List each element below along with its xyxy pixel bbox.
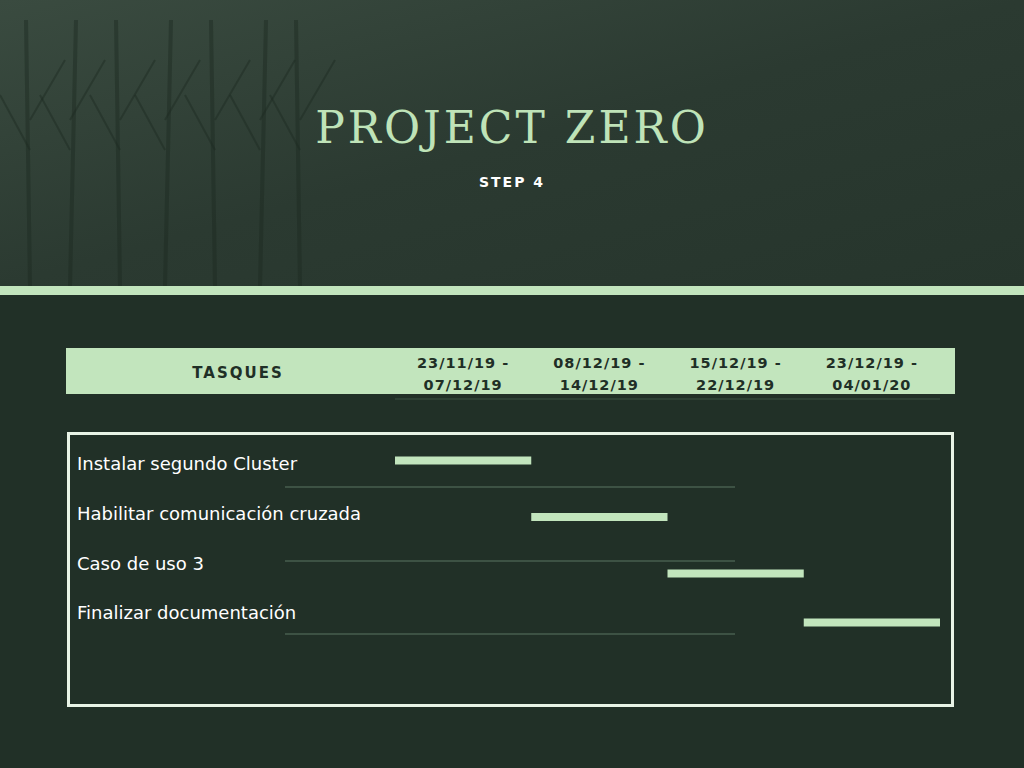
header-band bbox=[0, 0, 1024, 286]
task-bar bbox=[531, 513, 667, 521]
task-box bbox=[69, 434, 953, 706]
row-divider bbox=[285, 486, 735, 488]
task-label: Instalar segundo Cluster bbox=[77, 453, 297, 474]
x-axis-line bbox=[395, 399, 940, 400]
divider-stripe bbox=[0, 286, 1024, 295]
x-tick-label: 15/12/19 - 22/12/19 bbox=[677, 352, 795, 396]
stage: Instalar segundo Cluster Habilitar comuni… bbox=[0, 0, 1024, 768]
x-tick-label: 23/11/19 - 07/12/19 bbox=[404, 352, 522, 396]
bars bbox=[395, 457, 940, 627]
task-bar bbox=[395, 457, 531, 465]
x-tick-label: 23/12/19 - 04/01/20 bbox=[813, 352, 931, 396]
task-bar bbox=[804, 619, 940, 627]
row-divider bbox=[285, 633, 735, 635]
task-bar bbox=[668, 570, 804, 578]
task-label: Habilitar comunicación cruzada bbox=[77, 503, 361, 524]
row-divider bbox=[285, 560, 735, 562]
tree-decor bbox=[0, 20, 335, 286]
table-header bbox=[66, 348, 955, 394]
task-label: Caso de uso 3 bbox=[77, 553, 204, 574]
subtitle: STEP 4 bbox=[0, 174, 1024, 190]
title: PROJECT ZERO bbox=[0, 102, 1024, 153]
x-tick-label: 08/12/19 - 14/12/19 bbox=[540, 352, 658, 396]
y-axis-label: TASQUES bbox=[150, 364, 326, 382]
task-label: Finalizar documentación bbox=[77, 602, 296, 623]
